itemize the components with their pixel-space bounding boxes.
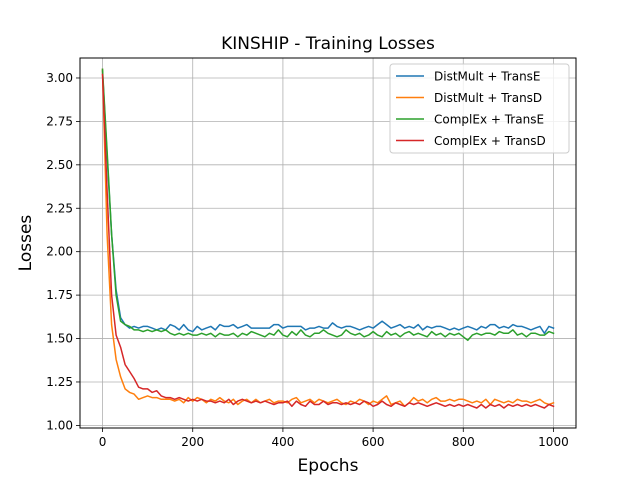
y-tick-label: 2.75 (46, 114, 73, 128)
x-tick-label: 200 (181, 435, 204, 449)
chart-title: KINSHIP - Training Losses (221, 34, 435, 54)
grid (80, 58, 576, 428)
x-tick-label: 0 (99, 435, 107, 449)
y-tick-label: 1.00 (46, 418, 73, 432)
series-line-4 (101, 73, 555, 409)
y-tick-label: 3.00 (46, 71, 73, 85)
series-line-3 (101, 68, 555, 342)
y-tick-label: 1.25 (46, 375, 73, 389)
legend-label: DistMult + TransE (434, 70, 541, 84)
series-layer (101, 68, 555, 409)
legend: DistMult + TransE DistMult + TransD ComplE… (389, 63, 570, 154)
x-axis-label: Epochs (298, 456, 359, 476)
x-tick-label: 400 (271, 435, 294, 449)
series-line-1 (101, 70, 555, 335)
legend-label: DistMult + TransD (434, 91, 542, 105)
y-tick-label: 2.50 (46, 158, 73, 172)
y-tick-label: 1.75 (46, 288, 73, 302)
y-tick-label: 2.00 (46, 245, 73, 259)
axis-ticks: 0 200 400 600 800 1000 1.00 1.25 1.50 1.75 2.00 2.2… (46, 71, 568, 449)
y-tick-label: 2.25 (46, 201, 73, 215)
x-tick-label: 600 (362, 435, 385, 449)
x-tick-label: 1000 (538, 435, 569, 449)
x-tick-label: 800 (452, 435, 475, 449)
legend-label: ComplEx + TransD (434, 134, 546, 148)
legend-label: ComplEx + TransE (434, 113, 544, 127)
y-tick-label: 1.50 (46, 332, 73, 346)
y-axis-label: Losses (16, 215, 36, 272)
legend-frame (389, 63, 570, 154)
series-line-2 (101, 68, 555, 408)
plot-frame (79, 57, 577, 429)
